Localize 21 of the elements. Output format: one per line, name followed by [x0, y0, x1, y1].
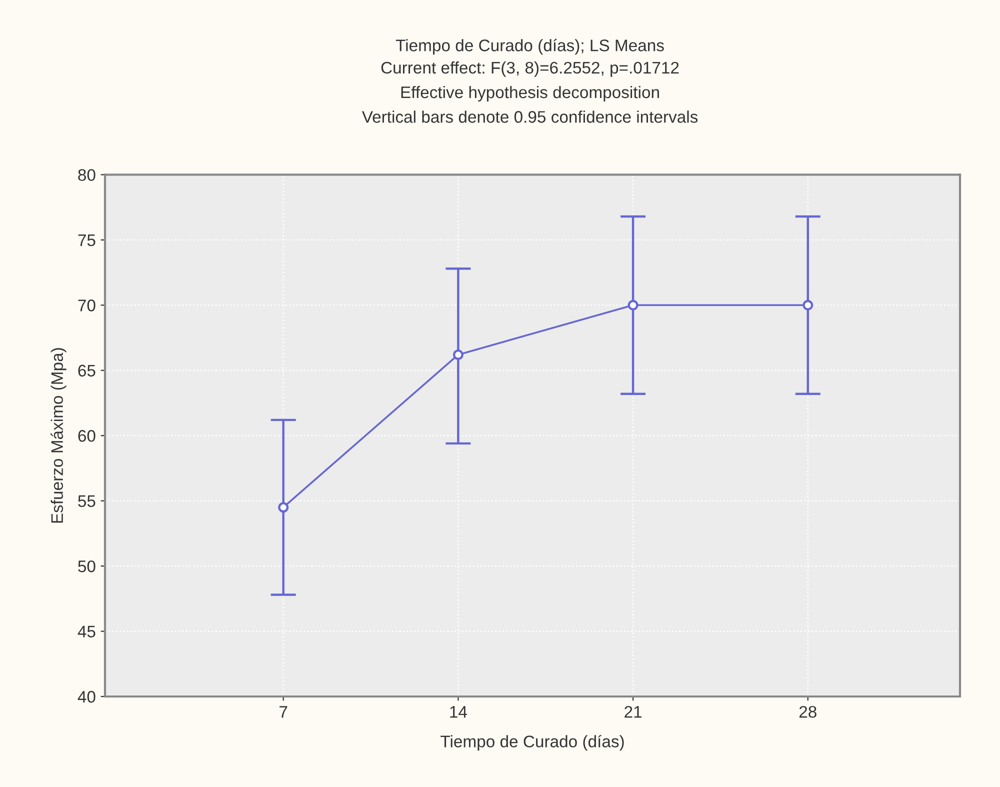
- y-axis-title: Esfuerzo Máximo (Mpa): [50, 348, 66, 523]
- x-axis-title: Tiempo de Curado (días): [440, 734, 624, 751]
- point: [802, 300, 814, 310]
- y-tick-label: 40: [78, 690, 96, 703]
- y-tick-label: 60: [78, 430, 96, 442]
- x-tick-label: 7: [280, 706, 288, 718]
- chart-title: Tiempo de Curado (días); LS Means: [396, 38, 664, 55]
- x-tick-label: 21: [624, 706, 642, 718]
- y-tick-label: 80: [78, 169, 96, 181]
- y-tick-label: 70: [78, 300, 96, 312]
- point: [278, 502, 289, 513]
- y-tick-label: 75: [78, 234, 96, 246]
- x-tick-label: 14: [450, 706, 467, 718]
- chart-subtitle: Current effect: F(3, 8)=6.2552, p=.01712 Effective hypothesis decomposition Vertical bars denote 0.95 confidence intervals: [362, 61, 698, 123]
- x-tick-label: 28: [799, 706, 816, 718]
- y-tick-label: 50: [78, 560, 96, 572]
- point: [628, 300, 638, 310]
- point: [452, 349, 464, 360]
- y-tick-label: 55: [78, 495, 96, 508]
- y-tick-label: 65: [78, 364, 96, 377]
- y-tick-label: 45: [78, 626, 96, 638]
